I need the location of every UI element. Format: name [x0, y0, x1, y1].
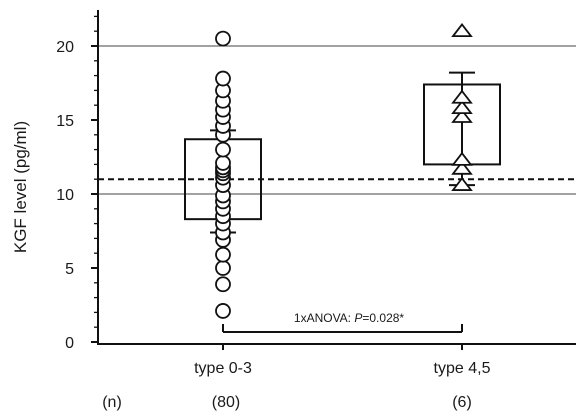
- data-point-1-17: [215, 155, 231, 171]
- y-tick-label-20: 20: [56, 39, 74, 56]
- y-tick-label-0: 0: [65, 335, 74, 352]
- data-groups: [184, 22, 501, 319]
- data-point-1-1: [215, 303, 231, 319]
- n-label-type-4-5: (6): [452, 394, 472, 411]
- data-point-2-1: [451, 176, 473, 191]
- data-point-1-25: [215, 70, 231, 87]
- x-tick-label-type-0-3: type 0-3: [194, 360, 252, 377]
- data-point-2-3: [451, 151, 473, 166]
- anova-prefix: 1xANOVA:: [294, 311, 354, 325]
- group-2: [423, 22, 501, 191]
- data-point-1-18: [215, 141, 231, 158]
- data-point-2-5: [451, 99, 473, 115]
- x-tick-label-type-4-5: type 4,5: [434, 360, 491, 377]
- data-point-1-2: [215, 276, 231, 293]
- x-axis: [97, 343, 576, 350]
- y-tick-label-15: 15: [56, 113, 74, 130]
- reference-lines: [98, 45, 576, 195]
- data-point-2-6: [451, 89, 473, 104]
- data-point-2-7: [451, 22, 473, 38]
- y-axis: 0 5 10 15 20: [56, 10, 99, 352]
- anova-p-symbol: P: [354, 311, 362, 325]
- data-point-1-26: [215, 30, 231, 47]
- n-label-type-0-3: (80): [212, 394, 240, 411]
- anova-annotation: 1xANOVA: P=0.028*: [294, 311, 405, 325]
- y-tick-label-10: 10: [56, 187, 74, 204]
- data-point-2-4: [451, 108, 473, 123]
- data-point-1-3: [215, 260, 231, 276]
- group-1: [184, 30, 262, 319]
- anova-bracket: [222, 324, 463, 333]
- y-tick-label-5: 5: [65, 261, 74, 278]
- n-prefix-label: (n): [102, 394, 122, 411]
- data-point-1-4: [215, 246, 231, 263]
- anova-p-value: =0.028*: [362, 311, 404, 325]
- y-axis-label: KGF level (pg/ml): [11, 121, 30, 253]
- data-point-2-2: [451, 160, 473, 175]
